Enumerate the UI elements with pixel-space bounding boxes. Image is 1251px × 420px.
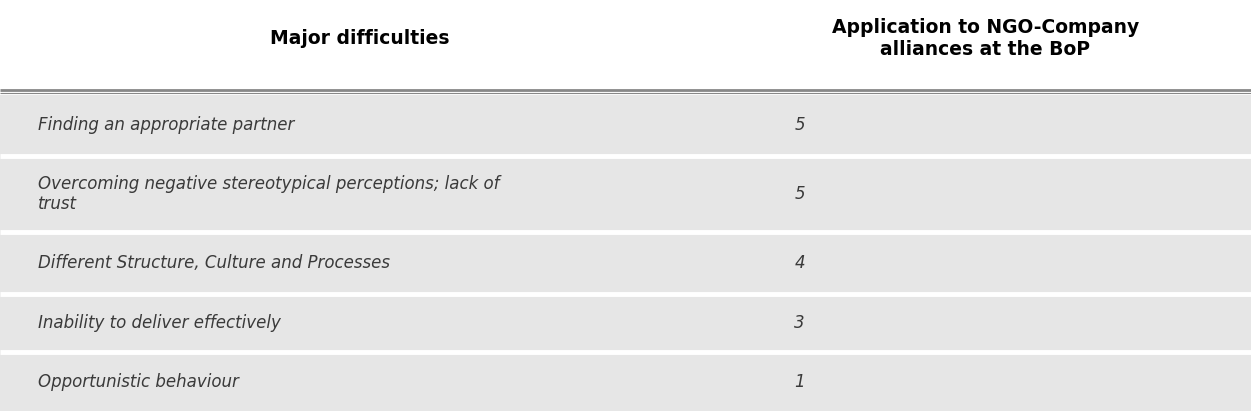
Text: Major difficulties: Major difficulties (270, 29, 449, 48)
Bar (0, 94, 1251, 156)
Bar (0, 156, 1251, 232)
Bar (0, 294, 1251, 352)
Text: Opportunistic behaviour: Opportunistic behaviour (38, 373, 239, 391)
Text: Overcoming negative stereotypical perceptions; lack of
trust: Overcoming negative stereotypical percep… (38, 175, 499, 213)
Text: Application to NGO-Company
alliances at the BoP: Application to NGO-Company alliances at … (832, 18, 1138, 59)
Text: 3: 3 (794, 314, 804, 332)
Text: Finding an appropriate partner: Finding an appropriate partner (38, 116, 294, 134)
Text: 1: 1 (794, 373, 804, 391)
Text: 5: 5 (794, 185, 804, 203)
Text: Different Structure, Culture and Processes: Different Structure, Culture and Process… (38, 254, 389, 272)
Bar (0, 232, 1251, 294)
Text: 5: 5 (794, 116, 804, 134)
Bar (0, 352, 1251, 411)
Text: 4: 4 (794, 254, 804, 272)
Text: Inability to deliver effectively: Inability to deliver effectively (38, 314, 280, 332)
